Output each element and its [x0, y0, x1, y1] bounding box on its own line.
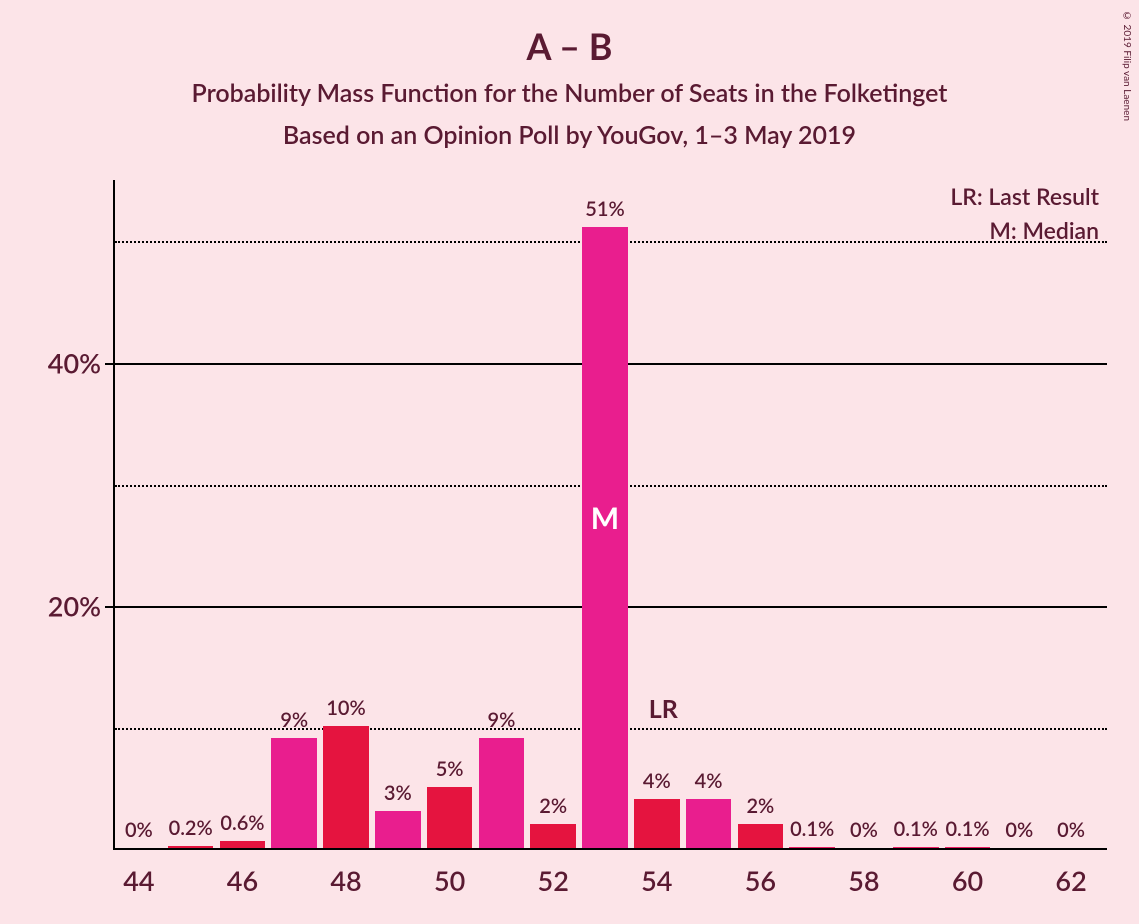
bar: 4%: [634, 799, 680, 848]
y-tick-mark: [105, 363, 113, 365]
bar: 2%: [530, 824, 576, 848]
chart-subtitle-1: Probability Mass Function for the Number…: [0, 78, 1139, 108]
bar-value-label: 3%: [384, 781, 412, 811]
bar: 2%: [738, 824, 784, 848]
x-tick-label: 46: [227, 850, 258, 897]
x-tick-label: 56: [745, 850, 776, 897]
x-tick-label: 52: [538, 850, 569, 897]
bar-value-label: 9%: [487, 708, 515, 738]
bar-value-label: 2%: [539, 794, 567, 824]
bar-value-label: 0%: [125, 818, 153, 848]
legend-entry: M: Median: [989, 216, 1099, 244]
copyright-text: © 2019 Filip van Laenen: [1121, 10, 1133, 121]
bar-value-label: 0.1%: [945, 817, 989, 847]
bar: 4%: [686, 799, 732, 848]
bar-value-label: 0%: [850, 818, 878, 848]
plot-area: 20%40%444648505254565860620%0.2%0.6%9%10…: [113, 180, 1107, 850]
median-marker: M: [591, 500, 619, 536]
x-tick-label: 50: [434, 850, 465, 897]
x-tick-label: 62: [1055, 850, 1086, 897]
chart-title: A – B: [0, 24, 1139, 68]
bar-value-label: 51%: [585, 197, 624, 227]
x-tick-label: 54: [641, 850, 672, 897]
y-tick-label: 40%: [48, 346, 113, 379]
bar-value-label: 5%: [436, 757, 464, 787]
y-axis-line: [113, 180, 115, 850]
bar: 10%: [323, 726, 369, 848]
bar-value-label: 0%: [1005, 818, 1033, 848]
bar-value-label: 0.6%: [220, 811, 264, 841]
bar: 0.1%: [945, 847, 991, 848]
bar-value-label: 4%: [643, 769, 671, 799]
x-tick-label: 48: [330, 850, 361, 897]
bar-value-label: 0.2%: [169, 816, 213, 846]
bar-value-label: 2%: [746, 794, 774, 824]
bar: 9%: [271, 738, 317, 848]
bar: 3%: [375, 811, 421, 848]
last-result-marker: LR: [649, 694, 678, 724]
bar-value-label: 9%: [280, 708, 308, 738]
chart-container: A – B Probability Mass Function for the …: [0, 0, 1139, 924]
chart-subtitle-2: Based on an Opinion Poll by YouGov, 1–3 …: [0, 120, 1139, 150]
x-tick-label: 58: [848, 850, 879, 897]
bar: 0.1%: [893, 847, 939, 848]
bar-value-label: 10%: [326, 696, 365, 726]
bar-value-label: 0.1%: [790, 817, 834, 847]
x-tick-label: 44: [123, 850, 154, 897]
bar-value-label: 4%: [695, 769, 723, 799]
y-tick-label: 20%: [48, 590, 113, 623]
bar: 5%: [427, 787, 473, 848]
bar: 0.1%: [789, 847, 835, 848]
y-tick-mark: [105, 606, 113, 608]
bar: 0.2%: [168, 846, 214, 848]
x-tick-label: 60: [952, 850, 983, 897]
bar-value-label: 0%: [1057, 818, 1085, 848]
bar: 51%M: [582, 227, 628, 848]
bar: 9%: [479, 738, 525, 848]
bar-value-label: 0.1%: [894, 817, 938, 847]
legend-entry: LR: Last Result: [950, 182, 1099, 210]
bar: 0.6%: [220, 841, 266, 848]
